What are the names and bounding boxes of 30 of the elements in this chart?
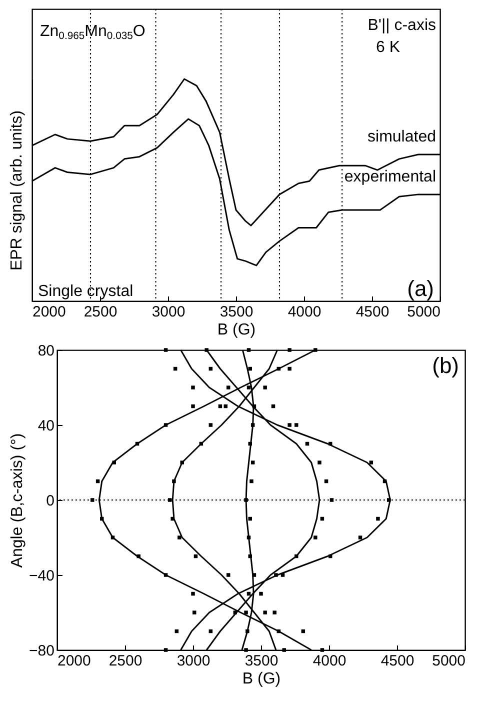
x-tick-label: 2500: [108, 652, 142, 670]
y-tick-label: −80: [29, 642, 54, 660]
y-axis-title: Angle (B,c-axis) (°): [9, 433, 26, 568]
x-tick-label: 4000: [288, 304, 322, 320]
x-tick-label: 2000: [32, 304, 66, 320]
y-axis-title: EPR signal (arb. units): [8, 110, 26, 271]
series-label: experimental: [344, 168, 436, 186]
x-tick-label: 2500: [84, 304, 118, 320]
x-tick-label: 3500: [220, 304, 254, 320]
x-tick-label: 4000: [312, 652, 346, 670]
annotation: (a): [407, 276, 434, 301]
x-tick-label: 3000: [176, 652, 210, 670]
y-tick-label: −40: [29, 568, 54, 584]
x-tick-label: 3000: [152, 304, 186, 320]
x-axis-title: B (G): [217, 322, 256, 338]
annotation: Single crystal: [38, 283, 134, 300]
annotation: (b): [432, 353, 460, 378]
x-tick-label: 4500: [356, 304, 390, 320]
x-tick-label: 5000: [432, 652, 466, 670]
text: B'|| c-axis: [368, 17, 436, 34]
y-tick-label: 0: [46, 492, 54, 510]
text: 6 K: [376, 39, 400, 56]
x-tick-label: 2000: [58, 652, 91, 670]
series-label: simulated: [368, 128, 436, 146]
x-tick-label: 5000: [407, 304, 440, 320]
x-tick-label: 4500: [380, 652, 414, 670]
y-tick-label: 40: [38, 418, 54, 434]
x-axis-title: B (G): [242, 670, 281, 688]
x-tick-label: 3500: [244, 652, 278, 670]
y-tick-label: 80: [38, 342, 54, 360]
